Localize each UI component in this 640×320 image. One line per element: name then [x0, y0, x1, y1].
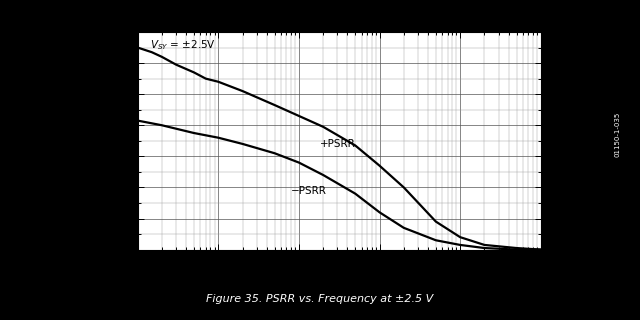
Text: Figure 35. PSRR vs. Frequency at ±2.5 V: Figure 35. PSRR vs. Frequency at ±2.5 V	[206, 294, 434, 304]
Y-axis label: PSRR (dB): PSRR (dB)	[99, 109, 109, 172]
Text: $V_{SY}$ = ±2.5V: $V_{SY}$ = ±2.5V	[150, 38, 216, 52]
Text: −PSRR: −PSRR	[291, 186, 327, 196]
Text: +PSRR: +PSRR	[319, 139, 355, 149]
Text: 01150-1-035: 01150-1-035	[614, 112, 621, 157]
X-axis label: FREQUENCY (Hz): FREQUENCY (Hz)	[287, 268, 392, 279]
